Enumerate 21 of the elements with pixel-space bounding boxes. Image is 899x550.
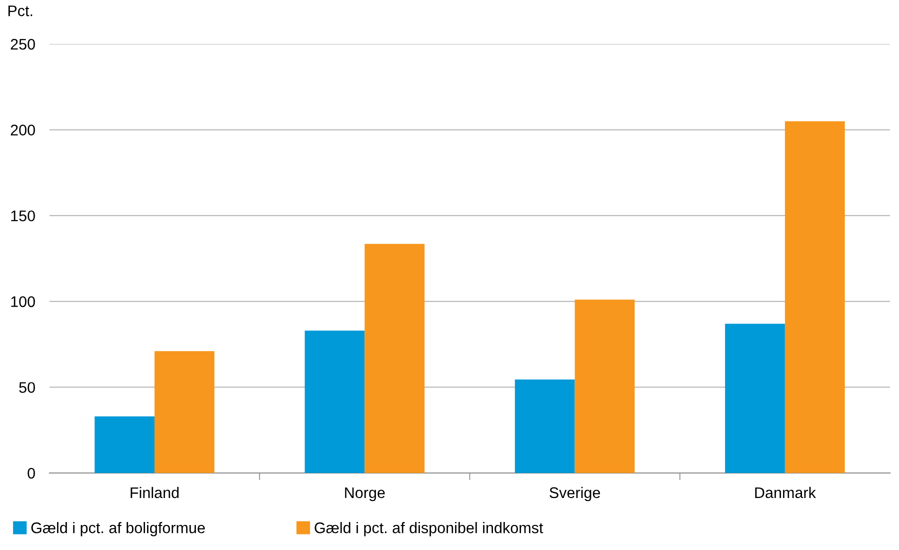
y-axis-title: Pct. <box>8 6 32 16</box>
bar <box>364 244 425 473</box>
y-tick-label: 50 <box>19 382 35 393</box>
bar <box>725 324 785 473</box>
x-tick-label: Danmark <box>755 486 816 498</box>
x-tick-label: Norge <box>345 487 385 502</box>
y-tick-label: 150 <box>11 210 35 222</box>
y-tick-label: 200 <box>10 124 35 136</box>
y-tick-label: 100 <box>11 296 35 308</box>
bar <box>574 300 635 473</box>
bar <box>154 351 214 473</box>
bar <box>514 379 575 473</box>
bar <box>304 330 365 473</box>
x-tick-label: Finland <box>130 486 179 498</box>
y-tick-label: 250 <box>10 38 35 50</box>
legend-label: Gæld i pct. af boligformue <box>31 522 205 536</box>
bar <box>94 416 155 473</box>
y-tick-label: 0 <box>28 468 35 479</box>
x-tick-label: Sverige <box>550 486 600 502</box>
bar <box>784 121 845 473</box>
legend-label: Gæld i pct. af disponibel indkomst <box>314 522 544 536</box>
